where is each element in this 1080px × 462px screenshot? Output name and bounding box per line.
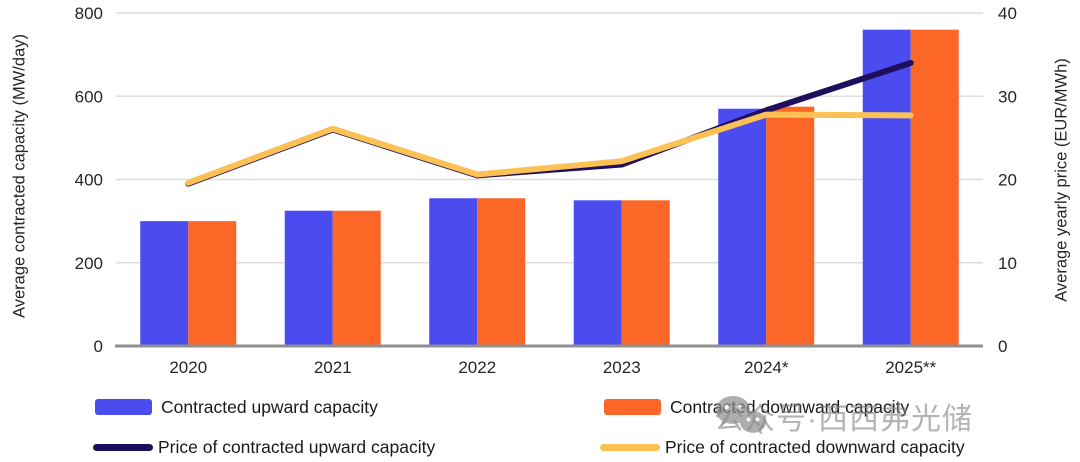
x-tick-label: 2023 <box>603 358 641 377</box>
legend-item-upward-price: Price of contracted upward capacity <box>93 437 435 457</box>
bar-2022-downward <box>477 198 526 346</box>
bar-2022-upward <box>429 198 478 346</box>
y-left-tick-label: 0 <box>94 337 103 356</box>
y-left-tick-label: 200 <box>75 254 103 273</box>
y-left-tick-label: 600 <box>75 87 103 106</box>
legend-label: Contracted downward capacity <box>670 396 910 417</box>
y-right-tick-label: 30 <box>998 87 1017 106</box>
chart-plot: 0 200 400 600 800 0 10 20 30 40 2020 2021 2022 2023 20… <box>75 4 1017 377</box>
y-right-tick-label: 10 <box>998 254 1017 273</box>
bar-2025**-downward <box>910 29 959 347</box>
bar-2023-downward <box>621 200 670 346</box>
upward-capacity-swatch <box>95 399 152 415</box>
legend-label: Contracted upward capacity <box>161 396 378 417</box>
bar-2021-upward <box>284 210 333 346</box>
y-right-tick-label: 0 <box>998 337 1007 356</box>
x-tick-label: 2022 <box>458 358 496 377</box>
y-right-tick-label: 40 <box>998 4 1017 23</box>
legend-item-downward-price: Price of contracted downward capacity <box>600 437 965 457</box>
legend-item-upward-capacity: Contracted upward capacity <box>95 397 378 417</box>
bar-2020-upward <box>140 221 189 346</box>
y-left-tick-label: 800 <box>75 4 103 23</box>
x-tick-label: 2021 <box>314 358 352 377</box>
bar-2020-downward <box>188 221 237 346</box>
x-tick-label: 2024* <box>744 358 789 377</box>
legend-item-downward-capacity: Contracted downward capacity <box>604 397 909 417</box>
left-axis-title: Average contracted capacity (MW/day) <box>10 34 29 318</box>
x-tick-label: 2025** <box>885 358 936 377</box>
bar-2023-upward <box>573 200 622 346</box>
y-left-tick-label: 400 <box>75 171 103 190</box>
downward-capacity-swatch <box>604 399 661 415</box>
upward-price-swatch <box>93 443 153 451</box>
bar-2024*-upward <box>718 108 767 346</box>
x-tick-label: 2020 <box>169 358 207 377</box>
price-line-downward <box>185 111 914 186</box>
right-axis-title: Average yearly price (EUR/MWh) <box>1052 58 1071 302</box>
downward-price-swatch <box>600 443 660 451</box>
bar-2021-downward <box>332 210 381 346</box>
bar-2025**-upward <box>862 29 911 347</box>
legend-label: Price of contracted downward capacity <box>665 436 965 457</box>
bar-2024*-downward <box>766 106 815 346</box>
legend-label: Price of contracted upward capacity <box>158 436 436 457</box>
y-right-tick-label: 20 <box>998 171 1017 190</box>
